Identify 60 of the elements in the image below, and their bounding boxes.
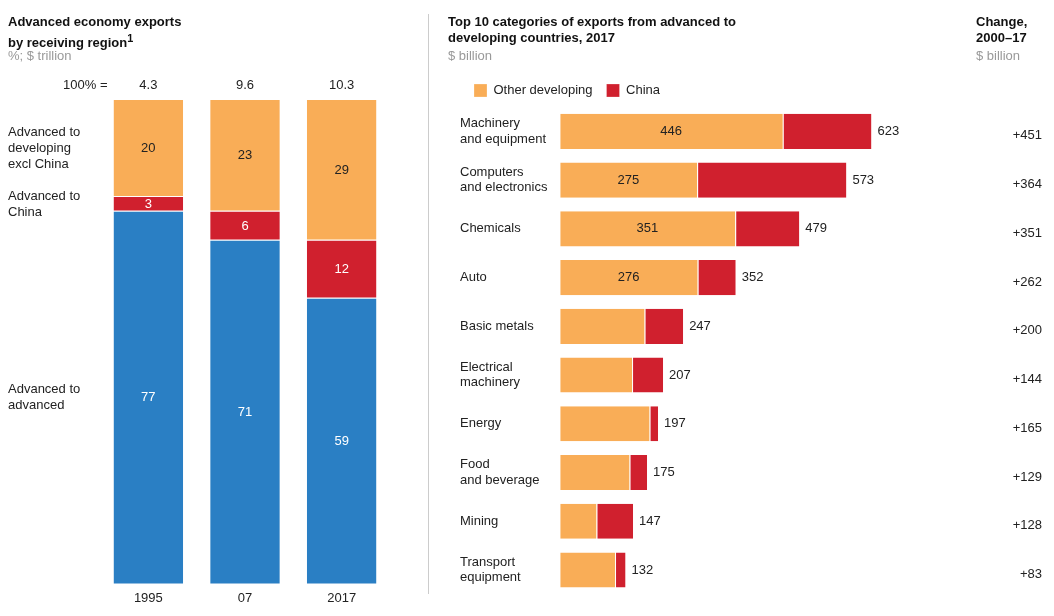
total-label: 623	[877, 122, 900, 138]
y-tick-label: Auto	[460, 269, 487, 285]
y-tick-label: Chemicals	[460, 220, 522, 236]
y-tick-label: Machinery and equipment	[460, 115, 547, 146]
text: +200	[1011, 322, 1042, 338]
text: 100% =	[63, 77, 108, 93]
x-tick-label: 2017	[327, 589, 357, 605]
text: +144	[1011, 371, 1042, 387]
data-label: 276	[617, 269, 640, 285]
total-label: 175	[653, 464, 675, 480]
chart-title: Top 10 categories of exports from advanced to developing countries, 2017	[448, 14, 737, 46]
total-label: 352	[741, 269, 764, 285]
data-label: 12	[334, 261, 349, 277]
y-tick-label: Transport equipment	[460, 553, 522, 585]
total-label: 247	[689, 317, 711, 333]
text: +129	[1011, 468, 1042, 484]
total-label: 197	[664, 415, 686, 431]
text: +262	[1011, 273, 1042, 289]
total-label: 147	[639, 512, 661, 528]
text: +83	[1018, 566, 1042, 582]
legend-label: China	[626, 82, 661, 98]
y-tick-label: Energy	[460, 415, 502, 431]
text: Advanced to advanced	[8, 381, 81, 413]
text: Advanced to developing excl China	[8, 124, 81, 172]
chart-title: Advanced economy exports by receiving region$^{1}$	[8, 14, 183, 51]
data-label: 3	[144, 195, 152, 211]
text: +128	[1011, 517, 1042, 533]
x-tick-label: 1995	[133, 589, 163, 605]
x-tick-label: 07	[237, 589, 253, 605]
y-tick-label: Electrical machinery	[460, 358, 521, 390]
data-label: 20	[141, 140, 156, 156]
total-label: 479	[805, 220, 828, 236]
text: +351	[1011, 224, 1042, 240]
text: Advanced to China	[8, 187, 81, 219]
data-label: 275	[617, 171, 640, 187]
data-label: 446	[660, 122, 682, 138]
text: +451	[1011, 127, 1042, 143]
annotation: 4.3	[139, 77, 158, 93]
y-tick-label: Computers and electronics	[460, 163, 548, 195]
data-label: 29	[334, 161, 349, 177]
data-label: 23	[237, 147, 253, 163]
y-tick-label: Food and beverage	[460, 456, 540, 487]
total-label: 573	[852, 171, 875, 187]
annotation: 10.3	[329, 77, 355, 93]
text: +165	[1011, 419, 1042, 435]
data-label: 71	[237, 404, 253, 420]
y-tick-label: Basic metals	[460, 317, 535, 333]
chart-subtitle: $ billion	[448, 48, 493, 63]
legend-label: Other developing	[493, 82, 593, 98]
text: +364	[1011, 176, 1042, 192]
text: $ billion	[976, 48, 1021, 63]
annotation: 9.6	[235, 77, 255, 93]
data-label: 77	[141, 389, 156, 405]
data-label: 59	[334, 433, 349, 449]
text: Change, 2000–17	[976, 14, 1029, 46]
total-label: 207	[669, 366, 691, 382]
y-tick-label: Mining	[460, 512, 499, 528]
total-label: 132	[631, 561, 654, 577]
data-label: 351	[636, 220, 659, 236]
data-label: 6	[241, 217, 249, 233]
